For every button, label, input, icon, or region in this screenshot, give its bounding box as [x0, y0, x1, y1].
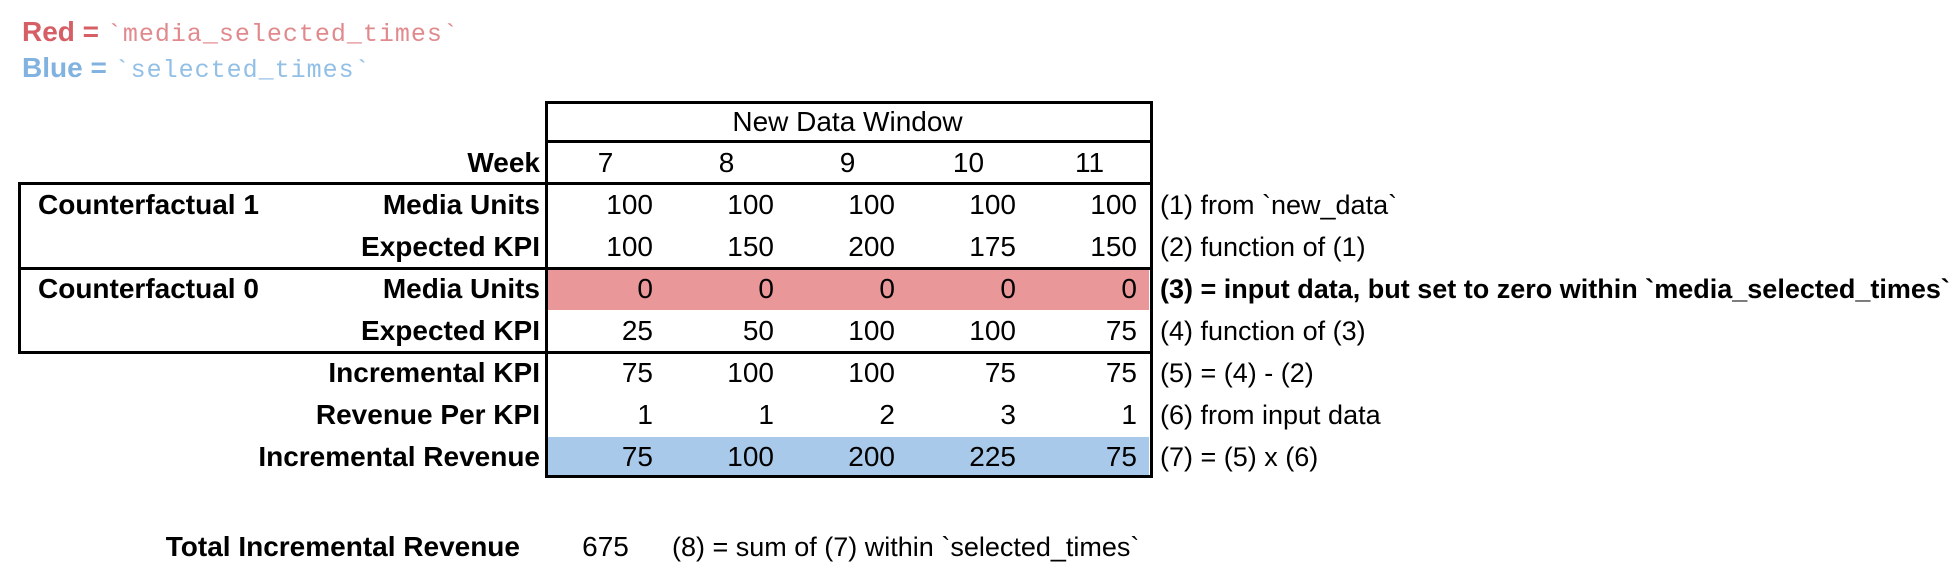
table-cell: 100 — [969, 189, 1016, 220]
table-cell-red: 0 — [1000, 273, 1016, 304]
table-cell: 100 — [848, 357, 895, 388]
table-cell-blue: 75 — [621, 441, 653, 472]
total-incremental-revenue-label: Total Incremental Revenue — [165, 531, 520, 562]
grid-line — [545, 140, 1153, 143]
table-cell: 3 — [1000, 399, 1016, 430]
table-cell-red: 0 — [637, 273, 653, 304]
grid-line — [18, 182, 1153, 185]
week-row-label: Week — [467, 147, 540, 178]
color-legend: Red = `media_selected_times` Blue = `sel… — [22, 14, 459, 86]
table-cell: 150 — [1090, 231, 1137, 262]
row-label-expected-kpi-0: Expected KPI — [361, 315, 540, 346]
week-col-header: 8 — [718, 147, 735, 178]
table-cell: 75 — [621, 357, 653, 388]
table-cell-red: 0 — [1121, 273, 1137, 304]
row-label-incremental-kpi: Incremental KPI — [328, 357, 540, 388]
grid-line — [545, 475, 1153, 478]
legend-red-line: Red = `media_selected_times` — [22, 14, 459, 50]
week-col-header: 10 — [952, 147, 985, 178]
note-7: (7) = (5) x (6) — [1160, 442, 1319, 472]
legend-red-code: `media_selected_times` — [106, 20, 459, 49]
table-cell: 100 — [606, 231, 653, 262]
table-cell: 75 — [984, 357, 1016, 388]
note-3: (3) = input data, but set to zero within… — [1160, 274, 1950, 304]
counterfactual-1-label: Counterfactual 1 — [38, 189, 259, 220]
table-cell-blue: 75 — [1105, 441, 1137, 472]
table-cell: 100 — [606, 189, 653, 220]
note-8: (8) = sum of (7) within `selected_times` — [672, 532, 1140, 562]
table-cell: 1 — [1121, 399, 1137, 430]
legend-blue-code: `selected_times` — [114, 56, 371, 85]
table-cell: 150 — [727, 231, 774, 262]
week-col-header: 11 — [1074, 147, 1105, 178]
table-cell: 2 — [879, 399, 895, 430]
table-cell: 1 — [637, 399, 653, 430]
table-cell: 100 — [1090, 189, 1137, 220]
note-1: (1) from `new_data` — [1160, 190, 1398, 220]
table-cell-blue: 200 — [848, 441, 895, 472]
week-col-header: 9 — [839, 147, 856, 178]
legend-blue-line: Blue = `selected_times` — [22, 50, 459, 86]
table-cell: 200 — [848, 231, 895, 262]
row-label-media-units-0: Media Units — [382, 273, 540, 304]
table-cell: 100 — [969, 315, 1016, 346]
table-cell-red: 0 — [879, 273, 895, 304]
counterfactual-0-label: Counterfactual 0 — [38, 273, 259, 304]
grid-line — [545, 101, 1153, 104]
table-cell: 25 — [621, 315, 653, 346]
table-cell-blue: 100 — [727, 441, 774, 472]
note-2: (2) function of (1) — [1160, 232, 1366, 262]
row-label-media-units-1: Media Units — [382, 189, 540, 220]
grid-line — [18, 351, 1153, 354]
table-cell-blue: 225 — [969, 441, 1016, 472]
grid-line — [545, 101, 548, 478]
table-cell: 1 — [758, 399, 774, 430]
note-4: (4) function of (3) — [1160, 316, 1366, 346]
table-cell: 175 — [969, 231, 1016, 262]
selected-times-highlight — [547, 437, 1149, 477]
row-label-expected-kpi-1: Expected KPI — [361, 231, 540, 262]
table-cell: 100 — [727, 189, 774, 220]
row-label-incremental-revenue: Incremental Revenue — [258, 441, 540, 472]
media-selected-times-highlight — [547, 270, 1149, 310]
legend-blue-label: Blue = — [22, 52, 115, 83]
week-col-header: 7 — [597, 147, 614, 178]
table-cell-red: 0 — [758, 273, 774, 304]
note-5: (5) = (4) - (2) — [1160, 358, 1314, 388]
new-data-window-header: New Data Window — [732, 106, 963, 137]
legend-red-label: Red = — [22, 16, 107, 47]
table-cell: 75 — [1105, 315, 1137, 346]
table-cell: 100 — [848, 189, 895, 220]
grid-line — [18, 182, 21, 354]
note-6: (6) from input data — [1160, 400, 1381, 430]
table-cell: 100 — [848, 315, 895, 346]
row-label-revenue-per-kpi: Revenue Per KPI — [315, 399, 540, 430]
table-cell: 100 — [727, 357, 774, 388]
grid-line — [18, 267, 1153, 270]
table-cell: 50 — [742, 315, 774, 346]
total-incremental-revenue-value: 675 — [582, 531, 629, 562]
table-cell: 75 — [1105, 357, 1137, 388]
grid-line — [1150, 101, 1153, 478]
